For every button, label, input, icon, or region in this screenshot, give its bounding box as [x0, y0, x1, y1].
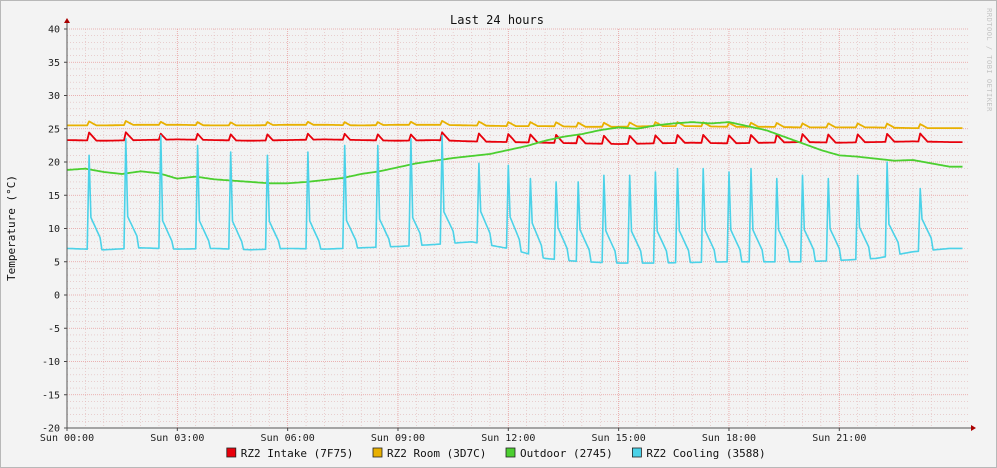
x-tick-labels: Sun 00:00 Sun 03:00 Sun 06:00 Sun 09:00 Sun …: [40, 428, 866, 444]
legend-label: Outdoor (2745): [520, 447, 613, 460]
y-tick-label: -20: [42, 424, 60, 435]
legend: RZ2 Intake (7F75) RZ2 Room (3D7C) Outdoor …: [226, 447, 766, 460]
legend-label: RZ2 Cooling (3588): [646, 447, 765, 460]
x-tick-label: Sun 18:00: [702, 433, 756, 444]
legend-swatch: [226, 447, 237, 458]
legend-label: RZ2 Room (3D7C): [387, 447, 486, 460]
x-tick-label: Sun 00:00: [40, 433, 94, 444]
y-axis-label: Temperature (°C): [5, 175, 18, 281]
legend-swatch: [632, 447, 642, 458]
y-tick-label: 35: [48, 58, 60, 69]
chart-title: Last 24 hours: [450, 13, 544, 27]
x-tick-label: Sun 12:00: [481, 433, 535, 444]
series-line-4: [66, 134, 963, 264]
y-tick-labels: 40 35 30 25 20 15 10 5 0 -5 -10 -15 -20: [42, 25, 67, 435]
y-tick-label: 25: [48, 124, 60, 135]
x-tick-label: Sun 09:00: [371, 433, 425, 444]
y-tick-label: 15: [48, 191, 60, 202]
x-tick-label: Sun 15:00: [592, 433, 646, 444]
series-line-3: [66, 121, 963, 185]
legend-swatch: [372, 447, 383, 458]
x-tick-label: Sun 06:00: [261, 433, 315, 444]
series-line-2: [67, 120, 963, 130]
y-tick-label: 20: [48, 158, 60, 169]
x-tick-label: Sun 21:00: [812, 433, 866, 444]
axes: [64, 18, 976, 431]
legend-label: RZ2 Intake (7F75): [241, 447, 354, 460]
legend-swatch: [505, 447, 516, 458]
y-tick-label: 5: [54, 257, 60, 268]
x-axis-arrow: [971, 425, 976, 431]
x-tick-label: Sun 03:00: [150, 433, 204, 444]
series-lines: [66, 120, 963, 264]
y-tick-label: -15: [42, 390, 60, 401]
y-tick-label: 40: [48, 25, 60, 36]
y-tick-label: -10: [42, 357, 60, 368]
y-tick-label: 10: [48, 224, 60, 235]
y-tick-label: -5: [48, 324, 60, 335]
y-axis-arrow: [64, 18, 70, 23]
y-tick-label: 30: [48, 91, 60, 102]
y-tick-label: 0: [54, 291, 60, 302]
watermark: RRDTOOL / TOBI OETIKER: [985, 8, 993, 112]
series-line-1: [67, 131, 963, 145]
